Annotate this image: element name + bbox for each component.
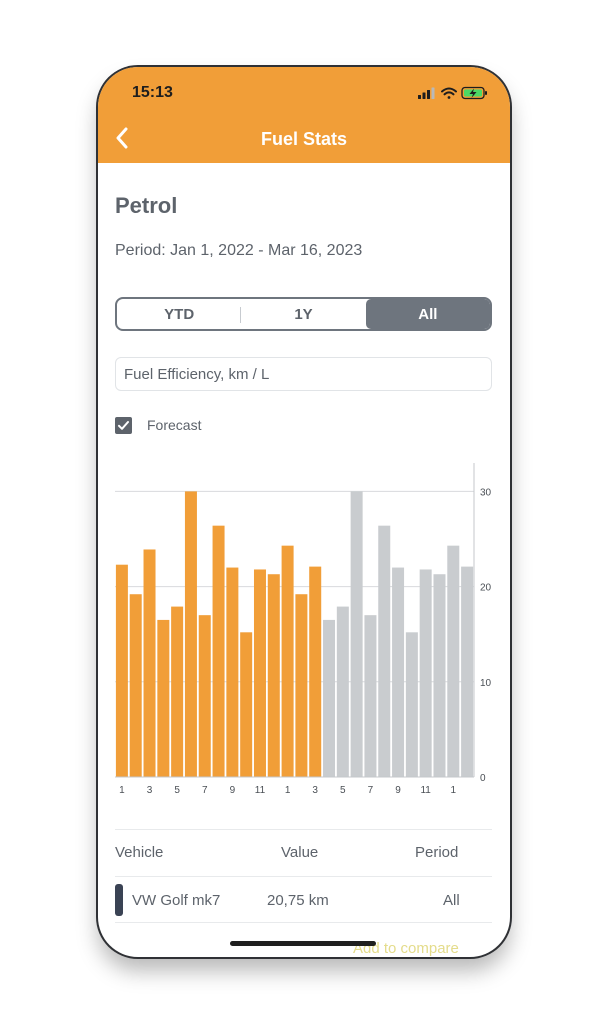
table-row[interactable]: VW Golf mk7 20,75 km All xyxy=(115,876,492,923)
forecast-bar xyxy=(419,569,432,777)
forecast-bar xyxy=(323,619,336,777)
x-tick-label: 11 xyxy=(255,785,266,796)
x-tick-label: 3 xyxy=(147,785,153,796)
segment-ytd[interactable]: YTD xyxy=(117,299,242,329)
segment-1y[interactable]: 1Y xyxy=(241,299,365,329)
bar xyxy=(226,567,239,777)
forecast-checkbox[interactable] xyxy=(115,416,132,434)
x-tick-label: 9 xyxy=(395,785,401,796)
stats-content: Petrol Period: Jan 1, 2022 - Mar 16, 202… xyxy=(98,163,510,957)
table-header: Vehicle Value Period xyxy=(115,829,492,876)
fuel-efficiency-chart: 0 10 20 30 1 3 5 7 9 11 1 3 5 7 9 11 1 xyxy=(98,463,510,803)
forecast-bar xyxy=(447,545,460,777)
bar xyxy=(309,566,322,777)
bar xyxy=(198,615,211,777)
forecast-label: Forecast xyxy=(147,417,202,433)
x-tick-label: 3 xyxy=(312,785,318,796)
add-to-compare-link[interactable]: Add to compare xyxy=(353,940,459,957)
status-time: 15:13 xyxy=(132,84,173,101)
segment-1y-label: 1Y xyxy=(294,305,313,323)
metric-label: Fuel Efficiency, km / L xyxy=(124,365,270,383)
bar xyxy=(171,606,184,777)
forecast-bar xyxy=(336,606,349,777)
header-vehicle: Vehicle xyxy=(115,844,164,861)
row-vehicle: VW Golf mk7 xyxy=(132,892,221,909)
status-icons xyxy=(418,86,488,100)
x-tick-label: 9 xyxy=(230,785,236,796)
back-chevron-icon[interactable] xyxy=(112,125,134,151)
bar xyxy=(295,594,308,777)
x-tick-label: 7 xyxy=(368,785,374,796)
forecast-bar xyxy=(392,567,405,777)
x-tick-label: 11 xyxy=(420,785,431,796)
bar xyxy=(253,569,266,777)
header-bar: 15:13 xyxy=(98,67,510,163)
segment-all[interactable]: All xyxy=(365,299,490,329)
bar xyxy=(157,619,170,777)
wifi-icon xyxy=(441,87,457,99)
period-text: Period: Jan 1, 2022 - Mar 16, 2023 xyxy=(115,242,363,259)
x-tick-label: 1 xyxy=(451,785,457,796)
row-period: All xyxy=(443,892,460,909)
nav-title: Fuel Stats xyxy=(260,129,348,149)
battery-icon xyxy=(461,86,487,100)
row-value: 20,75 km xyxy=(267,892,329,909)
bar xyxy=(281,545,294,777)
forecast-bar xyxy=(350,491,363,777)
y-tick-label: 0 xyxy=(480,773,486,784)
x-tick-label: 5 xyxy=(340,785,346,796)
checkmark-icon xyxy=(118,420,129,430)
metric-selector[interactable]: Fuel Efficiency, km / L xyxy=(115,357,492,391)
header-value: Value xyxy=(281,844,319,861)
bar xyxy=(267,574,280,777)
segment-divider xyxy=(240,307,242,323)
forecast-toggle-row: Forecast xyxy=(115,415,201,435)
x-tick-label: 1 xyxy=(119,785,125,796)
bar xyxy=(184,491,197,777)
bar xyxy=(240,632,253,777)
phone-frame: 15:13 xyxy=(98,67,510,957)
segment-all-label: All xyxy=(418,305,438,323)
x-tick-label: 5 xyxy=(174,785,180,796)
forecast-bar xyxy=(364,615,377,777)
y-tick-label: 10 xyxy=(480,678,492,689)
x-tick-label: 1 xyxy=(285,785,291,796)
header-period: Period xyxy=(415,844,459,861)
period-segmented-control: YTD 1Y All xyxy=(115,297,492,331)
home-indicator xyxy=(230,941,376,946)
forecast-bar xyxy=(433,574,446,777)
forecast-bar xyxy=(378,525,391,777)
bar xyxy=(129,594,142,777)
fuel-type-title: Petrol xyxy=(115,193,178,218)
y-tick-label: 20 xyxy=(480,583,492,594)
bar xyxy=(212,525,225,777)
bar xyxy=(115,564,128,777)
bar xyxy=(143,549,156,777)
forecast-bar xyxy=(405,632,418,777)
x-tick-label: 7 xyxy=(202,785,208,796)
vehicle-color-marker xyxy=(115,884,123,916)
cellular-signal-icon xyxy=(418,87,435,99)
y-tick-label: 30 xyxy=(480,487,492,498)
forecast-bar xyxy=(461,566,474,777)
segment-ytd-label: YTD xyxy=(164,305,195,323)
